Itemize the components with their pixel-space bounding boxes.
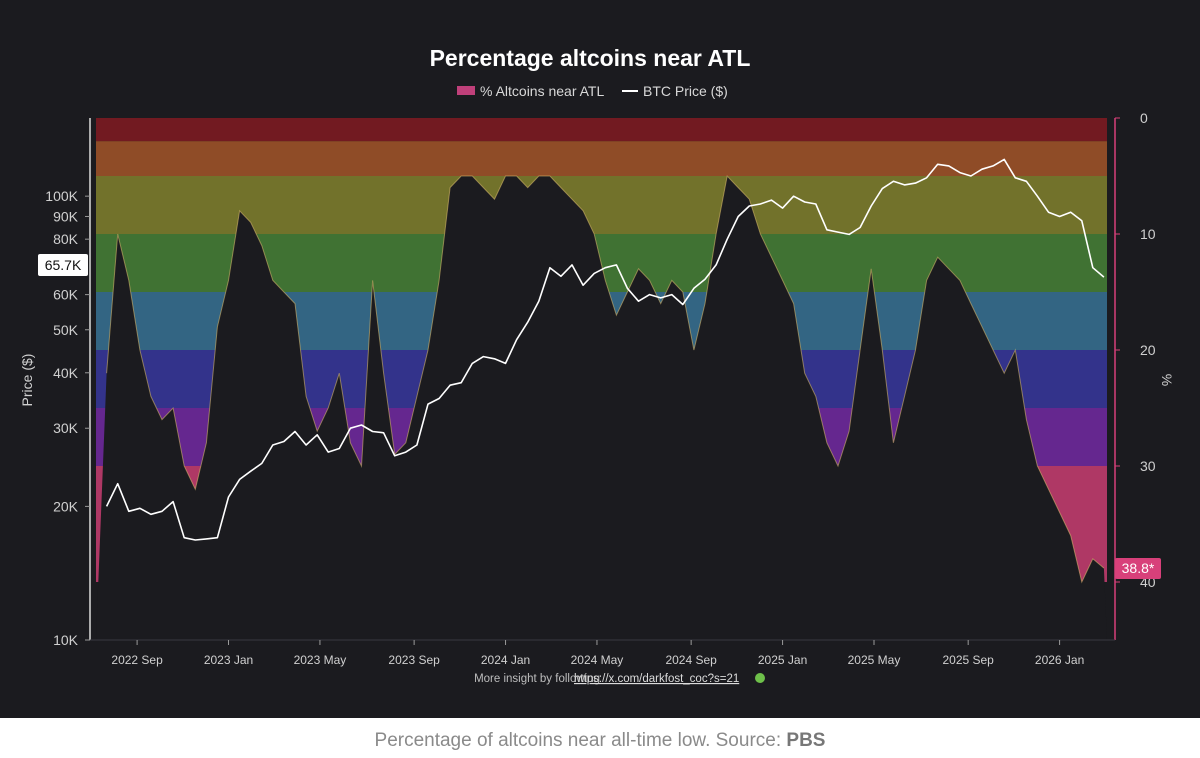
x-tick-label: 2023 Sep bbox=[388, 653, 440, 667]
footer-text: More insight by following bbox=[474, 673, 600, 685]
x-tick-label: 2026 Jan bbox=[1035, 653, 1084, 667]
legend-label-btc: BTC Price ($) bbox=[643, 83, 728, 99]
left-axis-ticks: 10K20K30K40K50K60K80K90K100K70K bbox=[45, 188, 90, 648]
right-tick-label: 10 bbox=[1140, 226, 1156, 242]
chart-panel: Percentage altcoins near ATL % Altcoins … bbox=[0, 0, 1200, 718]
altcoin-pct-area bbox=[96, 176, 1107, 640]
left-tick-label: 100K bbox=[45, 188, 78, 204]
btc-price-line bbox=[105, 158, 1105, 541]
x-axis-ticks: 2022 Sep 2023 Jan 2023 May 2023 Sep 2024 Jan… bbox=[111, 640, 1084, 667]
left-tick-label: 60K bbox=[53, 287, 79, 303]
footer: More insight by following https://x.com/… bbox=[474, 673, 765, 685]
right-tick-label: 0 bbox=[1140, 110, 1148, 126]
x-tick-label: 2022 Sep bbox=[111, 653, 163, 667]
frog-emoji-icon bbox=[755, 673, 765, 683]
right-tick-label: 30 bbox=[1140, 458, 1156, 474]
left-tick-label: 20K bbox=[53, 498, 79, 514]
caption-text: Percentage of altcoins near all-time low… bbox=[374, 730, 787, 751]
x-tick-label: 2023 Jan bbox=[204, 653, 253, 667]
band-0 bbox=[96, 118, 1107, 142]
left-tick-label: 90K bbox=[53, 208, 79, 224]
legend-label-altcoins: % Altcoins near ATL bbox=[480, 83, 604, 99]
current-pct-label: 38.8* bbox=[1122, 560, 1155, 576]
left-tick-label: 40K bbox=[53, 365, 79, 381]
x-tick-label: 2024 May bbox=[571, 653, 624, 667]
left-tick-label: 10K bbox=[53, 632, 79, 648]
left-tick-label: 80K bbox=[53, 231, 79, 247]
legend: % Altcoins near ATL BTC Price ($) bbox=[457, 83, 728, 99]
footer-link-text[interactable]: https://x.com/darkfost_coc?s=21 bbox=[574, 673, 739, 685]
right-tick-label: 20 bbox=[1140, 342, 1156, 358]
x-tick-label: 2025 May bbox=[848, 653, 901, 667]
band-2 bbox=[96, 176, 1107, 234]
legend-swatch-altcoins bbox=[457, 86, 475, 95]
right-axis-label: % bbox=[1159, 374, 1175, 386]
chart-svg: Percentage altcoins near ATL % Altcoins … bbox=[19, 45, 1175, 685]
x-tick-label: 2025 Sep bbox=[942, 653, 994, 667]
figure-caption: Percentage of altcoins near all-time low… bbox=[0, 730, 1200, 752]
current-pct-badge: 38.8* bbox=[1115, 558, 1161, 579]
left-tick-label: 50K bbox=[53, 322, 79, 338]
left-tick-label: 30K bbox=[53, 420, 79, 436]
current-pct-badge-bg bbox=[1115, 558, 1161, 579]
altcoin-pct-line bbox=[106, 174, 1105, 584]
x-tick-label: 2023 May bbox=[294, 653, 347, 667]
current-btc-label: 65.7K bbox=[45, 257, 82, 273]
left-axis-label: Price ($) bbox=[19, 354, 35, 407]
chart-title: Percentage altcoins near ATL bbox=[430, 45, 751, 71]
caption-source: PBS bbox=[786, 730, 826, 751]
current-btc-badge-bg bbox=[38, 254, 88, 276]
x-tick-label: 2025 Jan bbox=[758, 653, 807, 667]
x-tick-label: 2024 Jan bbox=[481, 653, 530, 667]
band-1 bbox=[96, 141, 1107, 176]
x-tick-label: 2024 Sep bbox=[665, 653, 717, 667]
footer-link[interactable]: https://x.com/darkfost_coc?s=21 bbox=[574, 673, 739, 685]
current-btc-badge: 65.7K bbox=[38, 254, 88, 276]
